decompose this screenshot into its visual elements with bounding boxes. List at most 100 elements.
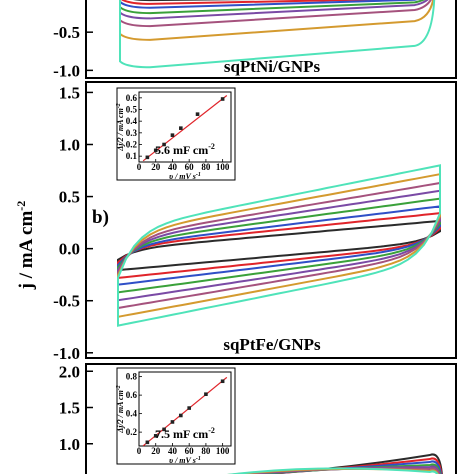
inset-x-label: υ / mV s-1 — [169, 172, 201, 181]
inset-frame — [116, 367, 236, 465]
cv-curve — [254, 453, 443, 474]
y-tick-label: -1.0 — [53, 344, 80, 363]
panel-c: 2.0 1.5 1.0 0 20 40 60 80 100 0.2 0.4 0.6 0.8 7.5 mF … — [59, 362, 457, 474]
y-tick-label: 1.5 — [59, 399, 80, 418]
cv-curve — [117, 189, 441, 302]
inset-data-point — [162, 427, 166, 432]
cv-curve — [119, 0, 418, 9]
inset-data-point — [170, 420, 175, 424]
inset-x-label-sup: -1 — [196, 456, 201, 462]
inset-y-label: Δj/2 / mA cm-2 — [116, 103, 125, 152]
inset-data-point — [204, 392, 208, 396]
inset-x-tick-label: 20 — [151, 162, 161, 172]
y-tick-label: 0.0 — [59, 240, 80, 259]
y-axis-title-sup: -2 — [14, 201, 28, 211]
y-tick-label: 1.0 — [59, 435, 80, 454]
inset-annotation-sup: -2 — [208, 142, 215, 151]
inset-annotation-sup: -2 — [208, 426, 215, 435]
inset-y-label-sup: -2 — [116, 385, 122, 390]
inset-x-tick-label: 0 — [137, 446, 142, 456]
y-axis-title-text: j / mA cm — [16, 211, 37, 291]
inset-x-tick-label: 80 — [201, 446, 211, 456]
inset-y-tick-label: 0.4 — [126, 116, 138, 126]
inset-y-label-sup: -2 — [116, 103, 122, 108]
plot-frame — [85, 81, 457, 359]
inset-data-point — [162, 142, 166, 147]
cv-curve — [119, 0, 435, 41]
cv-curve — [121, 0, 394, 5]
y-axis-title: j / mA cm-2 — [14, 201, 37, 291]
cv-curve — [117, 181, 441, 310]
inset-plot-frame — [138, 371, 232, 447]
inset-chart: 0 20 40 60 80 100 0.10.2 0.3 0.40.5 0.6 5.6 mF cm-… — [116, 87, 236, 181]
y-tick-label: -0.5 — [53, 23, 80, 42]
inset-chart: 0 20 40 60 80 100 0.2 0.4 0.6 0.8 7.5 mF cm-2 υ / m… — [116, 367, 236, 465]
panel-label: b) — [92, 207, 109, 228]
inset-x-tick-label: 20 — [151, 446, 161, 456]
cv-curve — [117, 172, 441, 319]
panel-b: 1.5 1.0 0.5 0.0 -0.5 -1.0 b) sqPtFe/GNPs 0 20 40 60… — [53, 81, 457, 363]
cv-curve — [119, 0, 426, 15]
cv-curve — [244, 460, 442, 474]
cv-curve — [117, 211, 441, 280]
inset-data-point — [187, 406, 191, 410]
inset-annotation: 7.5 mF cm-2 — [155, 426, 215, 441]
cv-curve — [226, 467, 439, 474]
inset-data-point — [220, 97, 225, 101]
inset-x-tick-label: 40 — [168, 446, 178, 456]
inset-data-point — [170, 133, 175, 137]
inset-annotation: 5.6 mF cm-2 — [155, 142, 215, 157]
inset-y-tick-label: 0.6 — [126, 390, 138, 400]
cv-curve — [117, 164, 441, 327]
inset-y-tick-label: 0.8 — [126, 372, 138, 382]
inset-y-tick-label: 0.2 — [126, 140, 138, 150]
inset-frame — [116, 87, 236, 181]
cv-curve — [250, 457, 443, 474]
inset-data-point — [145, 440, 150, 445]
inset-y-tick-label: 0.2 — [126, 427, 138, 437]
y-tick-label: 1.5 — [59, 83, 80, 102]
inset-x-tick-label: 100 — [216, 446, 230, 456]
cv-curve — [117, 197, 441, 294]
panel-a: -0.5 -1.0 sqPtNi/GNPs — [53, 0, 457, 80]
plot-frame — [85, 0, 457, 79]
material-label: sqPtNi/GNPs — [224, 57, 321, 76]
inset-data-point — [153, 148, 158, 153]
inset-x-label-sup: -1 — [196, 172, 201, 178]
plot-frame — [85, 363, 457, 474]
y-tick-label: 0.5 — [59, 188, 80, 207]
cv-curves — [119, 0, 436, 69]
inset-x-tick-label: 40 — [168, 162, 178, 172]
inset-x-tick-label: 100 — [216, 162, 230, 172]
y-tick-label: 2.0 — [59, 362, 80, 381]
inset-y-label: Δj/2 / mA cm-2 — [116, 385, 125, 434]
inset-x-label: υ / mV s-1 — [169, 456, 201, 465]
inset-data-point — [153, 434, 158, 438]
cv-curve — [119, 0, 432, 28]
inset-plot-frame — [138, 91, 232, 163]
y-tick-label: -0.5 — [53, 292, 80, 311]
inset-data-point — [179, 126, 183, 130]
inset-x-tick-label: 80 — [201, 162, 211, 172]
inset-x-tick-label: 0 — [137, 162, 142, 172]
cv-curve — [119, 0, 429, 20]
y-tick-label: -1.0 — [53, 61, 80, 80]
cv-curve — [117, 219, 441, 272]
inset-data-point — [179, 413, 183, 418]
cv-curve — [117, 205, 441, 286]
cv-curve — [119, 0, 436, 69]
inset-y-tick-label: 0.3 — [126, 128, 138, 138]
y-tick-label: 1.0 — [59, 135, 80, 154]
inset-y-tick-label: 0.1 — [126, 151, 138, 161]
inset-x-tick-label: 60 — [185, 162, 195, 172]
inset-y-tick-label: 0.6 — [126, 93, 138, 103]
inset-data-point — [220, 379, 225, 384]
material-label: sqPtFe/GNPs — [223, 335, 321, 354]
inset-x-tick-label: 60 — [185, 446, 195, 456]
inset-y-tick-label: 0.4 — [126, 409, 138, 419]
inset-data-point — [195, 112, 200, 116]
svg-text:j / mA cm-2: j / mA cm-2 — [14, 201, 37, 291]
inset-y-tick-label: 0.5 — [126, 105, 138, 115]
inset-data-point — [145, 155, 150, 160]
